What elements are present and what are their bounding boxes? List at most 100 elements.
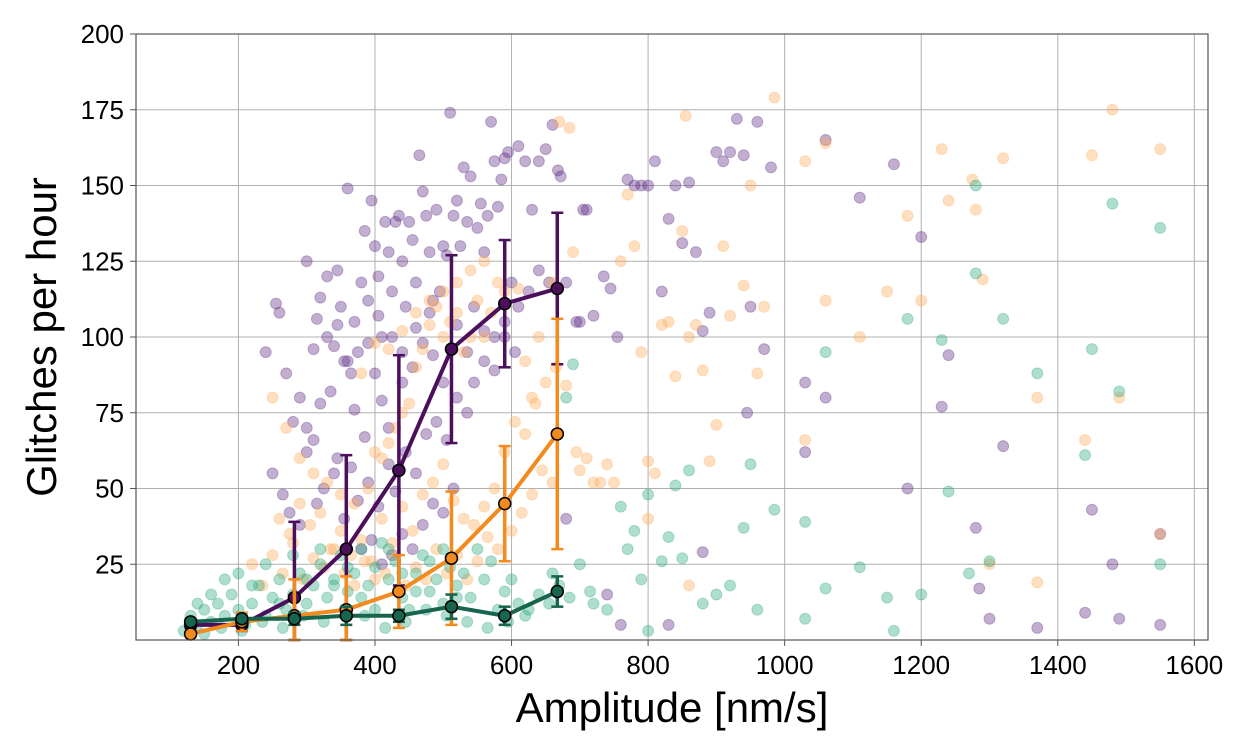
- scatter-point: [819, 391, 832, 404]
- scatter-point: [420, 427, 433, 440]
- scatter-point: [768, 91, 781, 104]
- scatter-point: [570, 446, 583, 459]
- scatter-point: [276, 488, 289, 501]
- x-axis-label: Amplitude [nm/s]: [516, 684, 829, 731]
- scatter-point: [696, 546, 709, 559]
- scatter-point: [577, 203, 590, 216]
- scatter-point: [471, 294, 484, 307]
- scatter-point: [246, 558, 259, 571]
- scatter-point: [266, 391, 279, 404]
- scatter-point: [471, 221, 484, 234]
- scatter-point: [409, 585, 422, 598]
- scatter-point: [310, 497, 323, 510]
- scatter-point: [478, 255, 491, 268]
- scatter-point: [205, 588, 218, 601]
- scatter-point: [799, 515, 812, 528]
- scatter-point: [225, 588, 238, 601]
- scatter-point: [669, 479, 682, 492]
- scatter-point: [676, 237, 689, 250]
- scatter-point: [1113, 391, 1126, 404]
- scatter-point: [488, 331, 501, 343]
- scatter-point: [1113, 385, 1126, 398]
- scatter-point: [430, 415, 443, 428]
- scatter-point: [819, 582, 832, 595]
- scatter-point: [724, 579, 737, 592]
- scatter-point: [338, 355, 351, 368]
- x-axis-ticks: 200 400 600 800 1000 1200 1400 1600: [217, 640, 1223, 680]
- mean-marker: [339, 542, 354, 556]
- scatter-point: [963, 567, 976, 580]
- scatter-point: [409, 276, 422, 289]
- scatter-point: [304, 518, 317, 531]
- scatter-point: [560, 379, 573, 392]
- scatter-point: [358, 430, 371, 443]
- scatter-point: [901, 209, 914, 222]
- scatter-point: [300, 421, 313, 434]
- scatter-point: [382, 343, 395, 356]
- scatter-point: [287, 415, 300, 428]
- scatter-point: [935, 334, 948, 347]
- scatter-point: [293, 452, 306, 465]
- scatter-point: [266, 549, 279, 562]
- x-tick-label: 1400: [1029, 650, 1087, 680]
- scatter-point: [259, 346, 272, 359]
- scatter-point: [365, 555, 378, 568]
- scatter-point: [218, 573, 231, 586]
- scatter-point: [273, 573, 286, 586]
- mean-marker: [497, 496, 512, 511]
- y-axis-ticks: 25 50 75 100 125 150 175 200: [81, 19, 136, 579]
- scatter-point: [737, 279, 750, 292]
- scatter-point: [471, 543, 484, 556]
- scatter-point: [655, 285, 668, 298]
- scatter-point: [488, 155, 501, 168]
- scatter-point: [355, 543, 368, 556]
- scatter-point: [382, 458, 395, 471]
- scatter-point: [512, 140, 525, 153]
- scatter-point: [683, 331, 696, 343]
- scatter-point: [554, 170, 567, 183]
- scatter-point: [758, 300, 771, 313]
- scatter-point: [348, 579, 361, 592]
- scatter-point: [252, 579, 265, 592]
- scatter-point: [601, 458, 614, 471]
- scatter-point: [341, 355, 354, 368]
- scatter-point: [379, 567, 392, 580]
- y-tick-label: 100: [81, 322, 124, 352]
- scatter-point: [915, 231, 928, 244]
- scatter-point: [437, 240, 450, 253]
- scatter-point: [573, 558, 586, 571]
- scatter-point: [437, 285, 450, 298]
- scatter-point: [481, 209, 494, 222]
- scatter-point: [362, 337, 375, 350]
- scatter-point: [628, 179, 641, 192]
- scatter-point: [1085, 343, 1098, 356]
- scatter-point: [266, 467, 279, 480]
- scatter-point: [310, 312, 323, 325]
- scatter-point: [676, 224, 689, 237]
- green-binned-mean: [183, 575, 565, 629]
- scatter-point: [447, 494, 460, 507]
- scatter-point: [508, 415, 521, 428]
- scatter-point: [587, 597, 600, 610]
- scatter-point: [502, 146, 515, 159]
- scatter-point: [621, 188, 634, 201]
- scatter-point: [355, 276, 368, 289]
- scatter-point: [338, 512, 351, 525]
- scatter-point: [478, 500, 491, 513]
- scatter-point: [526, 488, 539, 501]
- scatter-point: [478, 246, 491, 259]
- scatter-point: [307, 434, 320, 447]
- scatter-point: [505, 573, 518, 586]
- scatter-point: [546, 118, 559, 131]
- scatter-point: [853, 331, 866, 343]
- scatter-point: [935, 400, 948, 413]
- scatter-point: [1154, 558, 1167, 571]
- scatter-point: [710, 588, 723, 601]
- scatter-point: [853, 191, 866, 204]
- scatter-point: [1106, 103, 1119, 116]
- scatter-point: [683, 579, 696, 592]
- scatter-point: [331, 264, 344, 277]
- scatter-point: [983, 558, 996, 571]
- scatter-point: [403, 215, 416, 228]
